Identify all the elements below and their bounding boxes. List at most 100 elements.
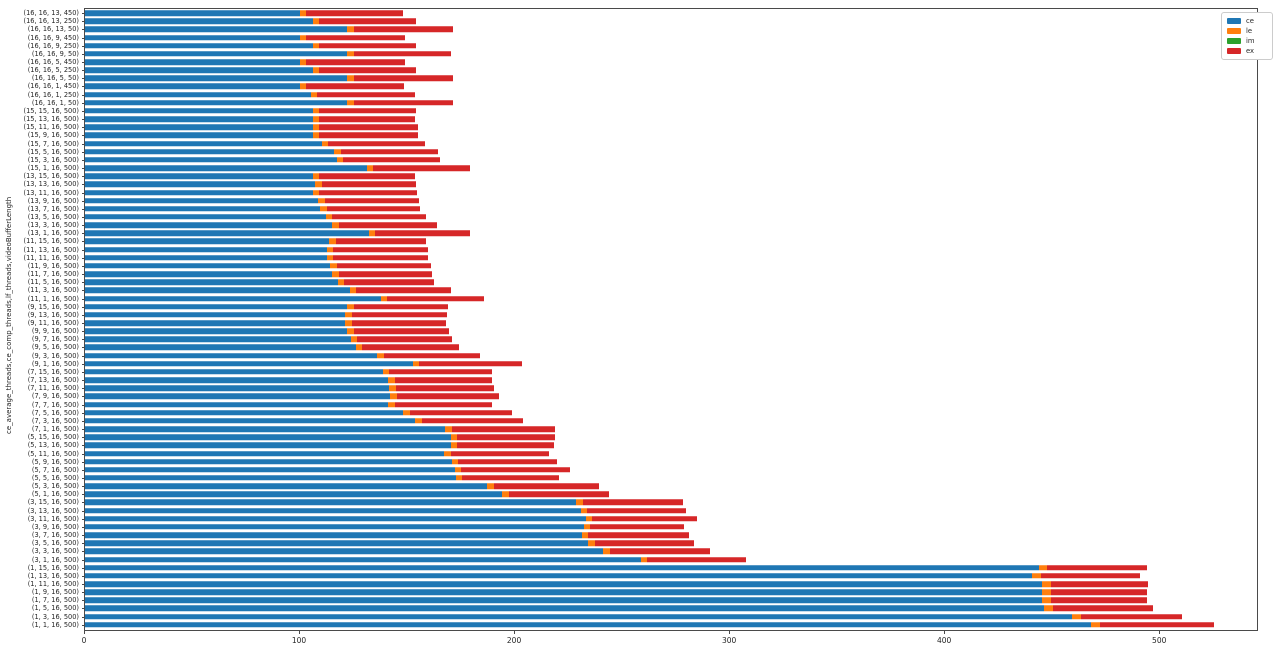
- y-tick-mark: [82, 584, 85, 586]
- bar-segment-le: [337, 279, 345, 285]
- bar-row: (16, 16, 1, 450): [28, 82, 1257, 90]
- bar-segment-ce: [85, 189, 313, 196]
- bar-segment-ex: [395, 385, 494, 392]
- x-axis: 0 100 200 300 400 500: [82, 631, 1258, 651]
- legend-item-ce: ce: [1227, 16, 1267, 26]
- y-tick-mark: [82, 567, 85, 569]
- bar-row: (7, 13, 16, 500): [28, 376, 1257, 384]
- bar-segment-le: [1041, 581, 1051, 587]
- bar-segment-ce: [85, 556, 641, 563]
- bar-segment-ce: [85, 295, 381, 302]
- bar-segment-le: [347, 303, 354, 310]
- x-tick-mark: [729, 631, 731, 634]
- bar-segment-ce: [85, 548, 604, 555]
- bar-segment-ex: [327, 140, 425, 147]
- y-tick-mark: [82, 461, 85, 463]
- bar-segment-ce: [85, 140, 322, 147]
- bar-row: (9, 5, 16, 500): [32, 343, 1257, 351]
- bar-segment-ex: [319, 18, 417, 24]
- bar-segment-le: [1038, 564, 1048, 571]
- bar-row: (9, 13, 16, 500): [28, 311, 1257, 319]
- bar-segment-le: [444, 450, 451, 457]
- stacked-bar: [85, 418, 523, 424]
- stacked-bar: [85, 467, 570, 473]
- bar-segment-ex: [306, 10, 404, 16]
- bar-segment-ce: [85, 524, 584, 530]
- bar-row: (13, 11, 16, 500): [24, 188, 1257, 197]
- bar-segment-le: [312, 18, 320, 24]
- y-tick-mark: [82, 502, 85, 504]
- legend-item-ex: ex: [1227, 46, 1267, 56]
- y-tick-label: (3, 5, 16, 500): [31, 539, 79, 548]
- bar-segment-le: [347, 26, 354, 33]
- bar-segment-ex: [333, 255, 428, 261]
- bar-segment-le: [388, 377, 395, 383]
- stacked-bar: [85, 312, 448, 318]
- bar-segment-ce: [85, 499, 577, 506]
- bar-segment-ex: [387, 295, 484, 302]
- bar-segment-ce: [85, 263, 331, 269]
- y-tick-label: (7, 5, 16, 500): [31, 408, 79, 417]
- bar-row: (11, 7, 16, 500): [28, 270, 1257, 278]
- bar-segment-ex: [353, 26, 453, 33]
- bar-segment-le: [487, 483, 494, 489]
- bar-row: (11, 9, 16, 500): [28, 262, 1257, 270]
- bar-segment-le: [312, 189, 320, 196]
- y-tick-label: (9, 5, 16, 500): [31, 343, 79, 352]
- y-tick-label: (1, 3, 16, 500): [31, 612, 79, 621]
- bar-segment-le: [502, 491, 509, 498]
- bar-row: (11, 11, 16, 500): [24, 254, 1257, 262]
- stacked-bar: [85, 287, 451, 294]
- bar-segment-ce: [85, 148, 335, 155]
- bar-segment-le: [603, 548, 610, 555]
- bar-segment-ce: [85, 377, 389, 383]
- bar-segment-ex: [383, 352, 480, 359]
- bar-segment-le: [332, 222, 339, 228]
- bar-segment-ex: [343, 157, 440, 163]
- bar-row: (15, 15, 16, 500): [24, 107, 1257, 115]
- y-tick-mark: [82, 176, 85, 178]
- y-tick-mark: [82, 518, 85, 520]
- stacked-bar: [85, 246, 428, 253]
- bar-segment-le: [1041, 597, 1051, 604]
- stacked-bar: [85, 556, 747, 563]
- y-tick-mark: [82, 592, 85, 594]
- stacked-bar: [85, 75, 453, 82]
- bar-segment-le: [312, 173, 320, 179]
- bar-segment-ex: [319, 189, 418, 196]
- stacked-bar: [85, 173, 416, 179]
- bar-segment-le: [310, 91, 318, 98]
- bar-segment-ex: [321, 181, 417, 188]
- bar-segment-le: [450, 434, 457, 440]
- y-tick-mark: [82, 13, 85, 15]
- bar-segment-le: [368, 230, 376, 237]
- y-tick-label: (15, 3, 16, 500): [27, 155, 79, 164]
- bar-segment-ex: [317, 91, 416, 98]
- bar-segment-le: [315, 181, 322, 188]
- bar-segment-le: [347, 75, 354, 82]
- y-tick-mark: [82, 119, 85, 121]
- bar-row: (5, 3, 16, 500): [32, 482, 1257, 490]
- bar-segment-le: [382, 369, 390, 375]
- bar-segment-ex: [587, 507, 687, 514]
- stacked-bar: [85, 524, 684, 530]
- y-tick-label: (16, 16, 13, 450): [23, 9, 79, 18]
- bar-segment-le: [349, 287, 356, 294]
- y-tick-mark: [82, 355, 85, 357]
- bar-segment-ce: [85, 507, 581, 514]
- y-tick-mark: [82, 388, 85, 390]
- bar-row: (16, 16, 9, 450): [28, 33, 1257, 42]
- bar-segment-ce: [85, 124, 313, 131]
- y-tick-mark: [82, 494, 85, 496]
- bar-segment-ex: [335, 238, 426, 245]
- bar-segment-ex: [344, 279, 435, 285]
- bar-segment-le: [581, 532, 589, 538]
- bar-segment-ex: [1080, 613, 1182, 620]
- y-tick-mark: [82, 380, 85, 382]
- y-tick-mark: [82, 127, 85, 129]
- y-tick-mark: [82, 53, 85, 55]
- bar-segment-ex: [508, 491, 609, 498]
- bar-segment-ex: [353, 328, 450, 334]
- bar-segment-ex: [1050, 581, 1149, 587]
- bar-segment-ce: [85, 597, 1042, 604]
